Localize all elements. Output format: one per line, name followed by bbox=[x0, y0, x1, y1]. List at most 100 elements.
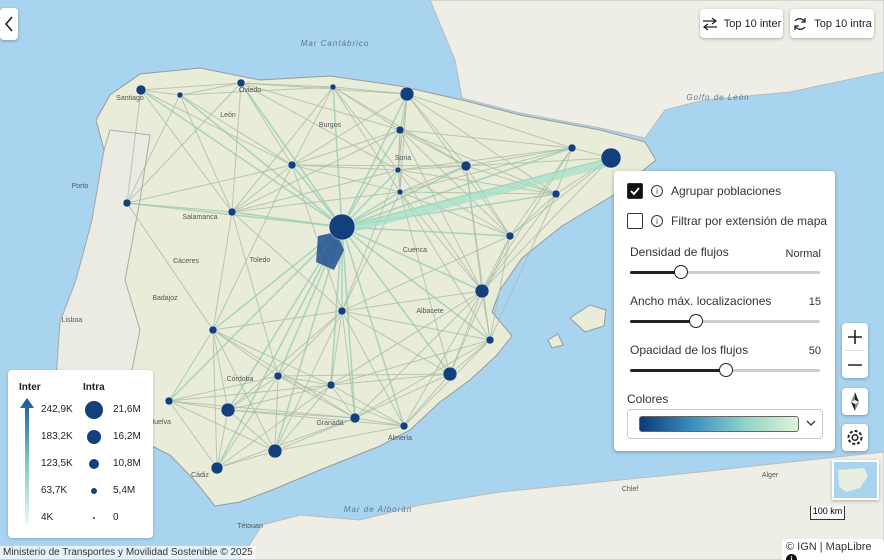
flow-line bbox=[227, 384, 332, 411]
place-label: Soria bbox=[395, 155, 411, 162]
flow-line bbox=[397, 165, 467, 171]
flow-line bbox=[168, 329, 214, 402]
inter-legend-value: 123,5K bbox=[41, 458, 73, 469]
flow-line bbox=[231, 211, 343, 312]
place-label: Lisboa bbox=[62, 317, 83, 324]
intra-legend-symbol bbox=[87, 430, 101, 444]
flow-line bbox=[231, 129, 401, 213]
flow-line bbox=[216, 226, 343, 469]
location-node bbox=[329, 83, 337, 91]
option-label: Filtrar por extensión de mapa bbox=[671, 214, 828, 228]
slider[interactable] bbox=[630, 363, 820, 377]
flow-line bbox=[332, 86, 408, 95]
flow-line bbox=[291, 164, 399, 171]
location-node bbox=[267, 443, 283, 459]
flow-line bbox=[212, 329, 229, 411]
location-node bbox=[208, 325, 218, 335]
checkbox-checked[interactable] bbox=[627, 183, 643, 199]
intra-legend-symbol bbox=[93, 517, 95, 519]
place-label: Badajoz bbox=[152, 295, 178, 302]
slider-knob[interactable] bbox=[674, 265, 688, 279]
location-node bbox=[485, 335, 495, 345]
settings-button[interactable] bbox=[842, 424, 868, 451]
flow-line bbox=[291, 164, 401, 193]
flow-line bbox=[216, 384, 332, 469]
refresh-icon bbox=[794, 17, 806, 30]
flow-line bbox=[212, 211, 233, 331]
flow-line bbox=[168, 226, 343, 402]
flows bbox=[126, 82, 612, 469]
place-label: Porto bbox=[72, 183, 89, 190]
flow-line bbox=[465, 165, 557, 195]
flow-line bbox=[341, 226, 511, 237]
intra-legend-value: 0 bbox=[113, 512, 119, 523]
inter-legend-value: 242,9K bbox=[41, 404, 73, 415]
top-inter-button[interactable]: Top 10 inter bbox=[700, 9, 783, 38]
flow-line bbox=[212, 329, 332, 386]
info-icon[interactable]: i bbox=[651, 215, 663, 227]
flow-line bbox=[212, 329, 356, 419]
attribution: Ministerio de Transportes y Movilidad So… bbox=[0, 546, 256, 559]
flow-line bbox=[274, 384, 332, 452]
top-intra-button[interactable]: Top 10 intra bbox=[790, 9, 874, 38]
flow-line bbox=[332, 86, 399, 171]
settings-panel: i Agrupar poblaciones i Filtrar por exte… bbox=[614, 171, 835, 451]
flow-line bbox=[489, 193, 557, 341]
flow-line bbox=[277, 375, 332, 386]
slider[interactable] bbox=[630, 314, 820, 328]
location-node bbox=[551, 189, 561, 199]
flow-line bbox=[140, 82, 242, 91]
slider-knob[interactable] bbox=[689, 314, 703, 328]
checkbox[interactable] bbox=[627, 213, 643, 229]
credits-text: © IGN | MapLibre bbox=[786, 541, 872, 553]
back-button[interactable] bbox=[0, 8, 18, 40]
flow-line bbox=[341, 310, 356, 419]
minimap[interactable] bbox=[832, 460, 879, 500]
place-label: Albacete bbox=[416, 308, 443, 315]
color-select[interactable] bbox=[627, 409, 823, 439]
place-label: León bbox=[220, 112, 236, 119]
flow-line bbox=[227, 409, 405, 427]
flow-line bbox=[399, 147, 573, 193]
dropdown-icon bbox=[806, 420, 816, 426]
flow-line bbox=[231, 82, 242, 213]
flow-line bbox=[465, 165, 511, 237]
flow-line bbox=[179, 94, 233, 213]
flow-line bbox=[240, 82, 293, 166]
location-node bbox=[227, 207, 237, 217]
flow-line bbox=[126, 202, 233, 213]
location-node bbox=[567, 143, 577, 153]
location-node bbox=[328, 213, 356, 241]
compass-button[interactable] bbox=[842, 388, 868, 415]
slider[interactable] bbox=[630, 265, 820, 279]
flow-line bbox=[231, 164, 293, 213]
inter-legend-value: 4K bbox=[41, 512, 54, 523]
flow-line bbox=[240, 82, 399, 171]
flow-line bbox=[126, 82, 242, 204]
slider-knob[interactable] bbox=[719, 363, 733, 377]
flow-line bbox=[397, 147, 573, 171]
location-node bbox=[164, 396, 174, 406]
flow-line bbox=[399, 191, 491, 341]
flow-line bbox=[231, 169, 399, 213]
sea-label: Golfo de León bbox=[686, 93, 749, 102]
info-icon[interactable]: i bbox=[651, 185, 663, 197]
place-label: Huelva bbox=[149, 419, 171, 426]
slider-value: 15 bbox=[808, 296, 821, 308]
inter-legend-value: 63,7K bbox=[41, 485, 68, 496]
intra-legend-symbol bbox=[85, 401, 103, 419]
flow-line bbox=[341, 310, 491, 341]
zoom-icons bbox=[845, 330, 865, 366]
flow-line bbox=[341, 169, 399, 312]
flow-line bbox=[341, 235, 511, 312]
place-label: Burgos bbox=[319, 122, 342, 129]
flow-line bbox=[397, 169, 483, 292]
main-flow bbox=[342, 158, 611, 235]
filter-option[interactable]: i Filtrar por extensión de mapa bbox=[627, 213, 827, 229]
flow-line bbox=[354, 339, 491, 419]
credits[interactable]: © IGN | MapLibre i bbox=[782, 539, 884, 560]
flow-line bbox=[240, 82, 408, 95]
flow-line bbox=[341, 93, 408, 228]
group-option[interactable]: i Agrupar poblaciones bbox=[627, 183, 781, 199]
flow-line bbox=[449, 235, 511, 375]
